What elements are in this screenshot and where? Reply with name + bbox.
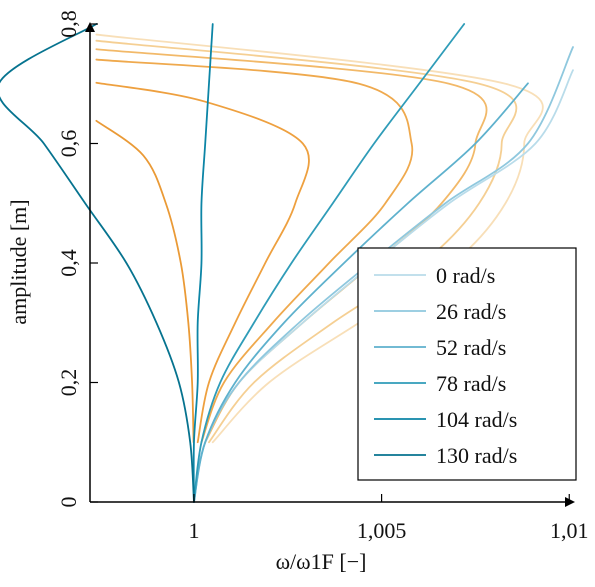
legend-label-5: 104 rad/s [436, 407, 517, 432]
series-line-6 [0, 23, 195, 503]
legend-label-2: 26 rad/s [436, 299, 506, 324]
backbone-curve-2 [95, 39, 518, 444]
y-axis-label: amplitude [m] [6, 199, 31, 324]
x-tick-label-2: 1,005 [357, 518, 407, 543]
x-axis-label: ω/ω1F [−] [276, 549, 367, 574]
x-tick-group: 1 1,005 1,01 [188, 494, 588, 543]
backbone-curve-4 [95, 58, 414, 444]
y-tick-label-5: 0,8 [56, 10, 81, 38]
series-line-5 [192, 23, 214, 503]
legend-label-4: 78 rad/s [436, 371, 506, 396]
y-tick-label-1: 0 [56, 497, 81, 508]
legend: 0 rad/s 26 rad/s 52 rad/s 78 rad/s 104 rad/s… [357, 247, 577, 481]
y-tick-label-3: 0,4 [56, 249, 81, 277]
x-tick-label-3: 1,01 [550, 518, 589, 543]
x-tick-label-1: 1 [188, 518, 199, 543]
series-line-3 [193, 82, 529, 503]
y-tick-group: 0 0,2 0,4 0,6 0,8 [56, 10, 98, 508]
series-layer [0, 23, 574, 503]
legend-box [357, 247, 577, 481]
backbone-curve-5 [95, 81, 310, 444]
legend-label-3: 52 rad/s [436, 335, 506, 360]
legend-items: 0 rad/s 26 rad/s 52 rad/s 78 rad/s 104 rad/s… [374, 263, 517, 468]
legend-label-1: 0 rad/s [436, 263, 495, 288]
backbone-curve-6 [95, 119, 195, 444]
y-tick-label-2: 0,2 [56, 369, 81, 397]
y-tick-label-4: 0,6 [56, 130, 81, 158]
legend-label-6: 130 rad/s [436, 443, 517, 468]
backbone-curve-1 [95, 33, 544, 444]
series-line-4 [193, 23, 466, 503]
